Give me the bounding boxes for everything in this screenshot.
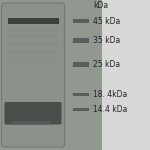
Bar bbox=[73, 93, 88, 96]
Bar bbox=[73, 19, 88, 23]
FancyBboxPatch shape bbox=[4, 102, 62, 124]
Text: 35 kDa: 35 kDa bbox=[93, 36, 120, 45]
Bar bbox=[11, 121, 50, 125]
Bar bbox=[73, 62, 88, 67]
Bar bbox=[0, 0, 102, 150]
Bar bbox=[8, 42, 59, 46]
Bar bbox=[73, 38, 88, 43]
Bar bbox=[8, 64, 59, 69]
Text: 18. 4kDa: 18. 4kDa bbox=[93, 90, 127, 99]
Bar bbox=[73, 108, 88, 111]
Bar bbox=[8, 57, 59, 61]
Text: 14.4 kDa: 14.4 kDa bbox=[93, 105, 127, 114]
Bar bbox=[8, 34, 59, 39]
Bar bbox=[8, 18, 59, 24]
Bar bbox=[8, 50, 59, 54]
Text: 45 kDa: 45 kDa bbox=[93, 16, 120, 26]
Text: kDa: kDa bbox=[93, 2, 108, 10]
FancyBboxPatch shape bbox=[2, 3, 64, 147]
Text: 25 kDa: 25 kDa bbox=[93, 60, 120, 69]
Bar bbox=[72, 6, 89, 144]
Bar bbox=[8, 27, 59, 32]
